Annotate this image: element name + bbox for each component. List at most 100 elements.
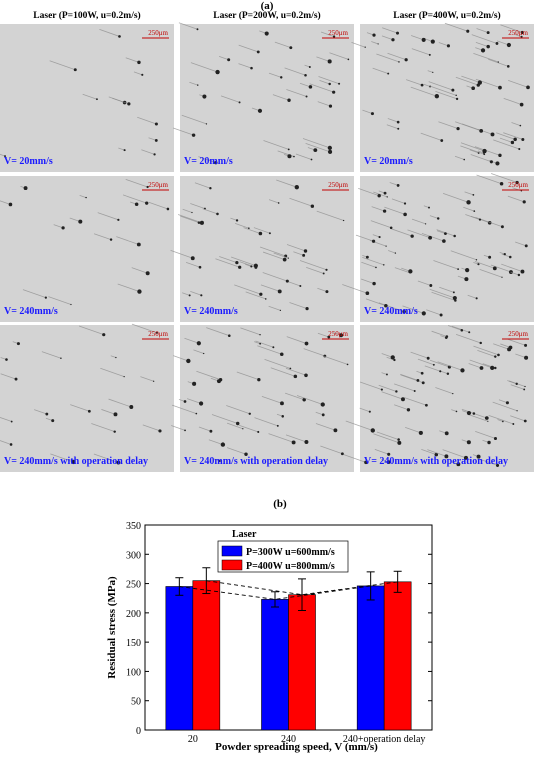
pore	[520, 190, 523, 192]
pore	[444, 431, 449, 436]
streak	[243, 227, 261, 234]
streak	[260, 284, 280, 292]
pore	[248, 227, 250, 230]
streak	[351, 42, 366, 48]
streak	[178, 22, 198, 30]
streak	[473, 345, 499, 356]
streak	[193, 349, 204, 354]
streak	[508, 80, 529, 88]
pore	[302, 253, 306, 257]
legend-label: P=400W u=800mm/s	[246, 561, 335, 572]
pore	[166, 207, 170, 211]
streak	[22, 289, 46, 299]
pore	[196, 28, 199, 31]
row-label: V= 240mm/s	[4, 306, 58, 317]
streak	[185, 262, 201, 268]
streak	[455, 76, 479, 86]
pore	[340, 452, 344, 456]
streak	[211, 414, 238, 424]
pore	[452, 291, 455, 294]
streak	[257, 345, 282, 355]
pore	[507, 347, 512, 352]
streak	[511, 122, 521, 126]
pore	[466, 440, 471, 445]
micrograph-background	[0, 325, 174, 472]
pore	[238, 265, 242, 269]
streak	[496, 40, 510, 46]
streak	[402, 305, 424, 314]
streak	[438, 42, 449, 47]
pore	[216, 212, 219, 216]
pore	[259, 342, 262, 345]
streak	[358, 187, 380, 197]
pore	[199, 220, 204, 225]
pore	[70, 303, 72, 306]
streak	[361, 261, 377, 268]
pore	[102, 333, 106, 337]
streak	[435, 90, 458, 100]
pore	[420, 83, 424, 87]
streak	[190, 291, 202, 296]
streak	[475, 41, 489, 48]
pore	[386, 196, 388, 198]
row-label: V= 240mm/s with operation delay	[364, 456, 508, 467]
pore	[465, 268, 470, 273]
streak	[428, 81, 454, 91]
x-tick-label: 240	[281, 734, 296, 745]
pore	[78, 219, 83, 224]
streak	[286, 89, 307, 97]
pore	[408, 269, 413, 274]
pore	[191, 211, 193, 214]
streak	[503, 132, 523, 140]
streak	[0, 417, 12, 422]
streak	[411, 48, 430, 56]
streak	[133, 71, 143, 76]
pore	[197, 221, 201, 224]
pore	[277, 289, 282, 294]
pore	[272, 346, 275, 349]
pore	[490, 365, 495, 371]
streak	[264, 359, 291, 369]
pore	[205, 123, 208, 125]
streak	[382, 27, 398, 34]
scale-bar-label: 250μm	[508, 181, 528, 189]
pore	[396, 31, 400, 35]
pore	[197, 84, 199, 86]
pore	[479, 341, 482, 345]
pore	[386, 460, 391, 464]
pore	[227, 58, 231, 62]
pore	[452, 295, 457, 301]
pore	[493, 436, 497, 441]
pore	[383, 264, 385, 266]
pore	[472, 412, 476, 415]
pore	[364, 46, 366, 48]
pore	[386, 373, 388, 376]
pore	[280, 76, 283, 79]
streak	[429, 85, 457, 96]
pore	[499, 182, 504, 186]
pore	[463, 158, 466, 161]
pore	[506, 65, 510, 68]
streak	[239, 261, 256, 268]
streak	[500, 24, 523, 33]
pore	[518, 147, 521, 151]
streak	[465, 214, 481, 220]
pore	[522, 200, 526, 204]
pore	[456, 126, 460, 131]
streak	[273, 252, 289, 259]
streak	[510, 384, 525, 390]
pore	[264, 31, 269, 36]
pore	[188, 294, 191, 297]
pore	[500, 225, 504, 229]
pore	[304, 73, 307, 77]
pore	[397, 127, 400, 130]
streak	[268, 305, 281, 311]
streak	[131, 267, 148, 274]
pore	[242, 428, 244, 430]
pore	[289, 367, 292, 370]
streak	[141, 149, 155, 155]
pore	[372, 33, 376, 37]
pore	[291, 440, 296, 445]
pore	[416, 379, 420, 382]
